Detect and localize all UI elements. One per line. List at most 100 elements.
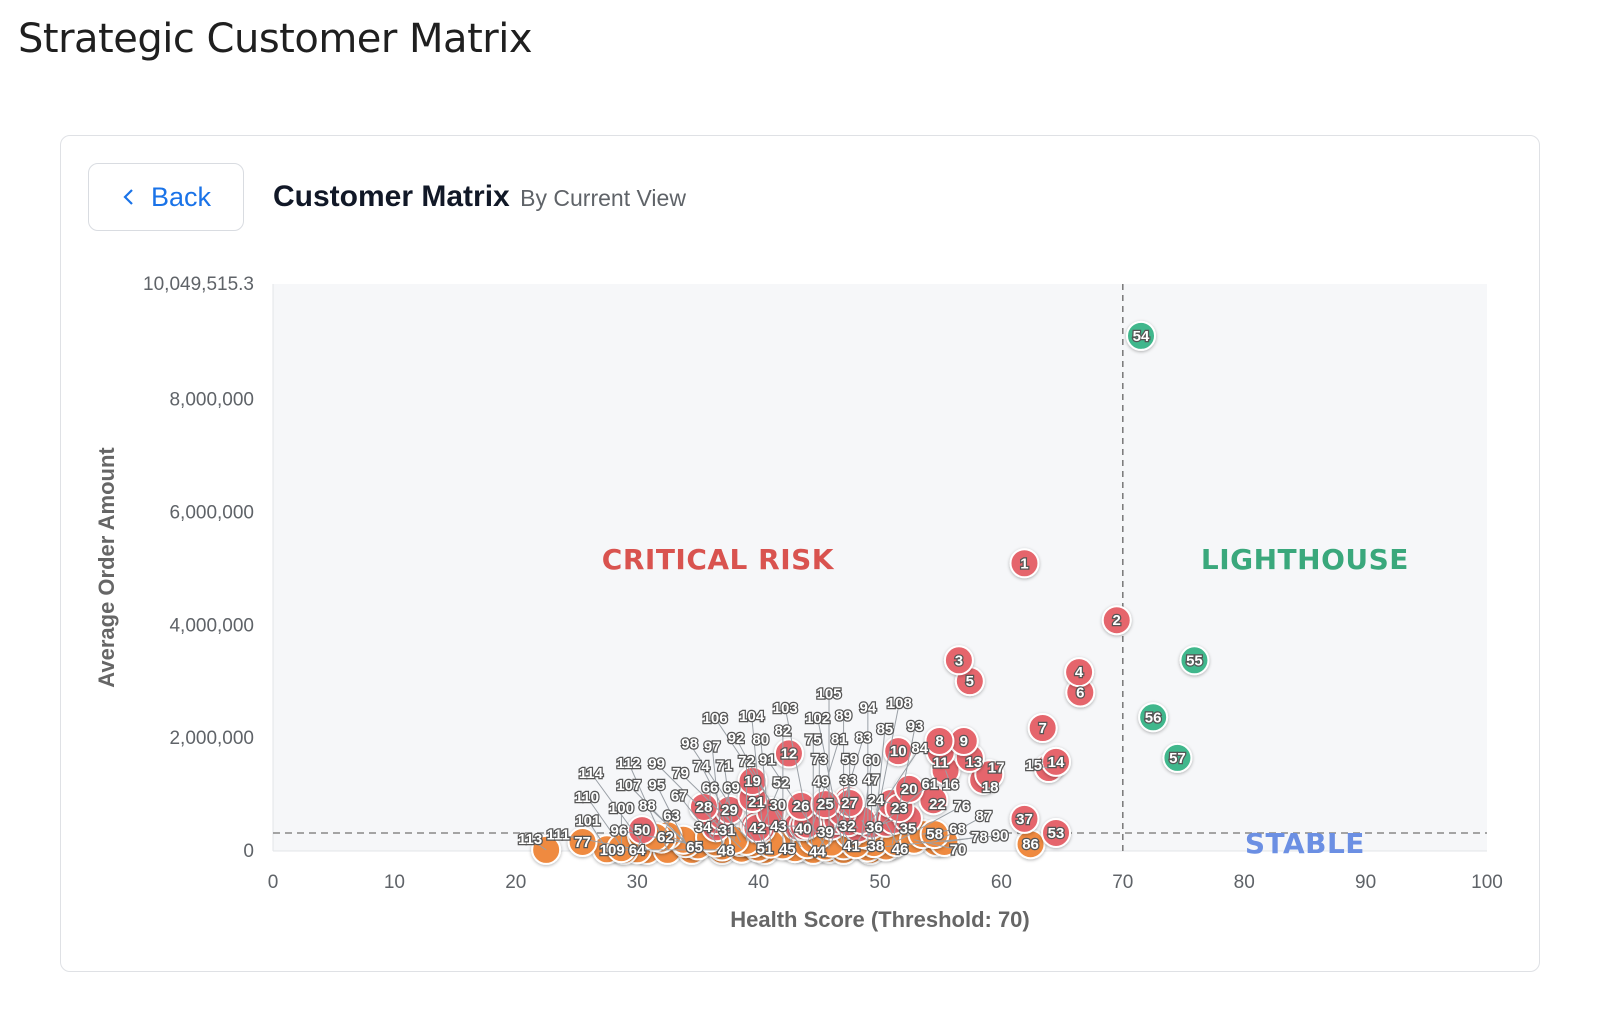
label-leader-line: [667, 834, 695, 848]
label-leader-line: [861, 819, 877, 847]
label-leader-line: [855, 747, 921, 845]
x-tick-label: 80: [1234, 872, 1255, 893]
point-marker-critical-risk[interactable]: [1009, 803, 1040, 834]
point-marker-critical-risk[interactable]: [943, 645, 974, 676]
point-label: 14: [1048, 754, 1065, 771]
point-marker-critical-risk[interactable]: [1041, 746, 1072, 777]
y-tick-label: 8,000,000: [169, 390, 254, 411]
point-label: 49: [813, 773, 830, 790]
x-tick-label: 0: [268, 872, 279, 893]
label-leader-line: [895, 805, 963, 843]
point-label: 21: [748, 794, 765, 811]
label-leader-line: [885, 822, 901, 850]
point-label: 13: [965, 754, 982, 771]
point-label: 31: [719, 822, 736, 839]
point-label: 41: [843, 838, 860, 855]
point-label: 56: [1145, 709, 1162, 726]
label-leader-line: [784, 707, 814, 850]
point-label: 25: [817, 796, 834, 813]
chart-header: Customer Matrix By Current View: [273, 180, 686, 214]
page-title: Strategic Customer Matrix: [18, 16, 532, 62]
point-label: 42: [749, 820, 766, 837]
point-label: 68: [949, 821, 966, 838]
point-label: 20: [901, 781, 918, 798]
point-marker-critical-risk[interactable]: [1027, 713, 1058, 744]
label-leader-line: [656, 784, 687, 844]
point-label: 81: [831, 731, 848, 748]
label-leader-line: [636, 835, 643, 850]
point-label: 61: [922, 776, 939, 793]
point-label: 5: [966, 673, 974, 690]
point-label: 16: [942, 776, 959, 793]
point-label: 26: [793, 798, 810, 815]
point-label: 78: [971, 829, 988, 846]
point-marker-lighthouse[interactable]: [1138, 702, 1169, 733]
point-marker-critical-risk[interactable]: [737, 766, 768, 797]
quadrant-label-lighthouse: LIGHTHOUSE: [1201, 543, 1409, 576]
point-label: 40: [795, 820, 812, 837]
point-marker-critical-risk[interactable]: [1064, 657, 1095, 688]
label-leader-line: [837, 819, 852, 847]
point-marker-critical-risk[interactable]: [1101, 605, 1132, 636]
point-label: 67: [671, 788, 688, 805]
x-tick-label: 10: [384, 872, 405, 893]
point-label: 15: [1025, 757, 1042, 774]
point-label: 29: [721, 802, 738, 819]
label-leader-line: [891, 726, 916, 845]
x-tick-label: 50: [869, 872, 890, 893]
point-marker-critical-risk[interactable]: [918, 785, 949, 816]
x-axis-label: Health Score (Threshold: 70): [730, 907, 1030, 932]
x-tick-label: 20: [505, 872, 526, 893]
point-label: 79: [672, 765, 689, 782]
label-leader-line: [558, 833, 638, 850]
point-marker-critical-risk[interactable]: [627, 815, 658, 846]
y-tick-label: 2,000,000: [169, 728, 254, 749]
point-marker-critical-risk[interactable]: [974, 759, 1005, 790]
back-button[interactable]: Back: [88, 163, 244, 231]
point-label: 58: [926, 826, 943, 843]
y-tick-label: 6,000,000: [169, 502, 254, 523]
label-leader-line: [628, 762, 669, 851]
point-marker-lighthouse[interactable]: [1126, 320, 1157, 351]
label-leader-line: [754, 825, 766, 849]
point-label: 52: [773, 774, 790, 791]
point-label: 106: [703, 710, 728, 727]
point-label: 71: [716, 758, 733, 775]
point-label: 44: [809, 844, 826, 861]
point-label: 86: [1022, 836, 1039, 853]
label-leader-line: [786, 825, 798, 850]
point-label: 80: [752, 732, 769, 749]
point-label: 63: [663, 808, 680, 825]
point-label: 34: [695, 819, 712, 836]
point-label: 73: [811, 751, 828, 768]
label-leader-line: [587, 820, 608, 850]
x-tick-label: 70: [1112, 872, 1133, 893]
point-label: 70: [950, 842, 967, 859]
point-label: 107: [616, 777, 641, 794]
point-marker-lighthouse[interactable]: [1179, 645, 1210, 676]
label-leader-line: [913, 839, 959, 851]
point-label: 112: [616, 755, 640, 772]
point-marker-critical-risk[interactable]: [1009, 548, 1040, 579]
point-marker-critical-risk[interactable]: [1041, 817, 1072, 848]
point-label: 6: [1076, 684, 1084, 701]
point-label: 43: [770, 818, 787, 835]
point-label: 47: [863, 771, 880, 788]
chart-title: Customer Matrix: [273, 180, 510, 213]
label-leader-line: [678, 795, 717, 843]
label-leader-line: [700, 765, 741, 843]
label-leader-line: [661, 815, 672, 839]
point-label: 35: [900, 820, 917, 837]
point-label: 105: [816, 686, 841, 703]
point-label: 75: [805, 732, 822, 749]
label-leader-line: [1033, 764, 1049, 769]
x-tick-label: 90: [1355, 872, 1376, 893]
point-label: 109: [600, 842, 625, 859]
point-label: 23: [891, 800, 908, 817]
point-marker-critical-risk[interactable]: [924, 725, 955, 756]
point-label: 38: [867, 838, 884, 855]
point-label: 30: [769, 797, 786, 814]
point-label: 91: [759, 751, 776, 768]
y-axis-label: Average Order Amount: [94, 447, 119, 688]
point-marker-lighthouse[interactable]: [1162, 742, 1193, 773]
